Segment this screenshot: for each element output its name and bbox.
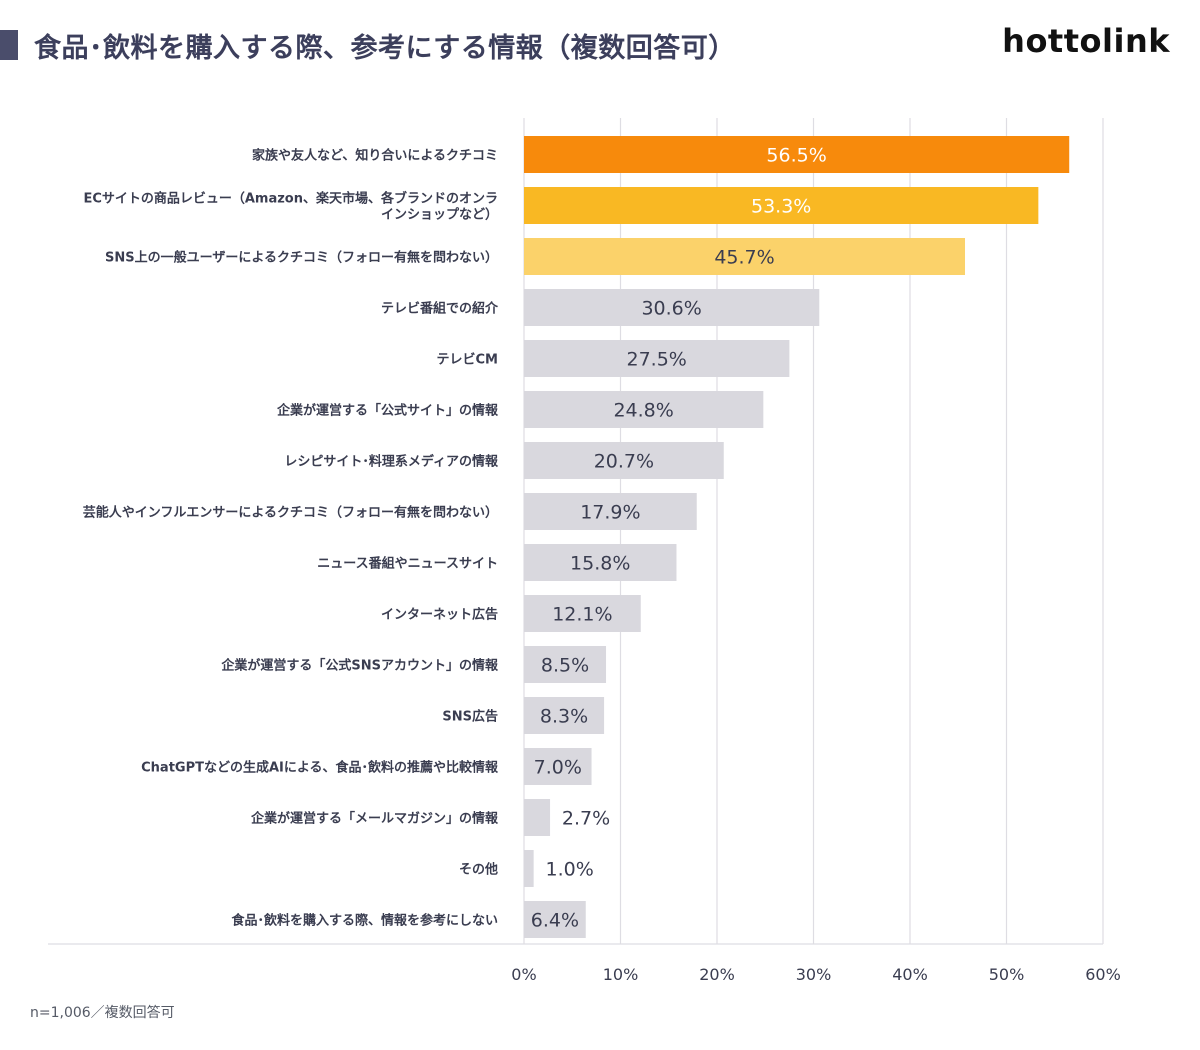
x-tick-label: 60%: [1085, 965, 1121, 984]
bar: [524, 238, 966, 275]
data-label: 15.8%: [570, 553, 630, 575]
bar: [524, 544, 677, 581]
bar: [524, 493, 697, 530]
data-label: 17.9%: [580, 502, 640, 524]
data-label: 8.5%: [541, 655, 589, 677]
bar: [524, 391, 764, 428]
brand-logo: hottolink: [1002, 22, 1170, 60]
category-label: 企業が運営する「公式サイト」の情報: [276, 403, 499, 419]
x-tick-label: 10%: [603, 965, 639, 984]
category-label: 芸能人やインフルエンサーによるクチコミ（フォロー有無を問わない）: [83, 505, 498, 521]
title-accent-bar: [0, 30, 18, 60]
bar: [524, 799, 551, 836]
bar: [524, 187, 1039, 224]
x-tick-label: 20%: [699, 965, 735, 984]
category-label: 食品･飲料を購入する際、情報を参考にしない: [231, 913, 498, 929]
category-label: SNS広告: [442, 709, 498, 725]
sample-size-footnote: n=1,006／複数回答可: [30, 1005, 175, 1021]
category-label: ChatGPTなどの生成AIによる、食品･飲料の推薦や比較情報: [141, 760, 499, 776]
bar: [524, 850, 534, 887]
data-label: 30.6%: [641, 298, 701, 320]
chart-title: 食品･飲料を購入する際、参考にする情報（複数回答可）: [34, 33, 736, 64]
bar: [524, 697, 605, 734]
data-label: 7.0%: [534, 757, 582, 779]
category-label: その他: [459, 862, 498, 878]
data-label: 1.0%: [546, 859, 594, 881]
category-label: 企業が運営する「メールマガジン」の情報: [250, 811, 499, 827]
category-label: 企業が運営する「公式SNSアカウント」の情報: [220, 658, 499, 674]
bar: [524, 340, 790, 377]
x-tick-label: 40%: [892, 965, 928, 984]
category-label: 家族や友人など、知り合いによるクチコミ: [252, 148, 498, 164]
data-label: 12.1%: [552, 604, 612, 626]
data-label: 53.3%: [751, 196, 811, 218]
x-tick-label: 0%: [511, 965, 536, 984]
category-label: SNS上の一般ユーザーによるクチコミ（フォロー有無を問わない）: [105, 250, 498, 266]
data-label: 8.3%: [540, 706, 588, 728]
bar: [524, 136, 1070, 173]
data-label: 27.5%: [627, 349, 687, 371]
data-label: 6.4%: [531, 910, 579, 932]
bar: [524, 289, 820, 326]
bar: [524, 595, 641, 632]
data-label: 56.5%: [766, 145, 826, 167]
x-tick-label: 50%: [989, 965, 1025, 984]
bar: [524, 442, 724, 479]
data-label: 20.7%: [594, 451, 654, 473]
bar: [524, 901, 586, 938]
data-label: 45.7%: [714, 247, 774, 269]
x-tick-label: 30%: [796, 965, 832, 984]
category-label: ECサイトの商品レビュー（Amazon、楽天市場、各ブランドのオンラインショップ…: [83, 191, 498, 223]
category-label: インターネット広告: [381, 607, 498, 623]
category-label: ニュース番組やニュースサイト: [317, 556, 498, 572]
category-label: テレビ番組での紹介: [381, 301, 499, 317]
data-label: 24.8%: [613, 400, 673, 422]
category-label: レシピサイト･料理系メディアの情報: [284, 454, 499, 470]
bar: [524, 748, 592, 785]
category-label: テレビCM: [437, 352, 498, 368]
bar: [524, 646, 607, 683]
data-label: 2.7%: [562, 808, 610, 830]
